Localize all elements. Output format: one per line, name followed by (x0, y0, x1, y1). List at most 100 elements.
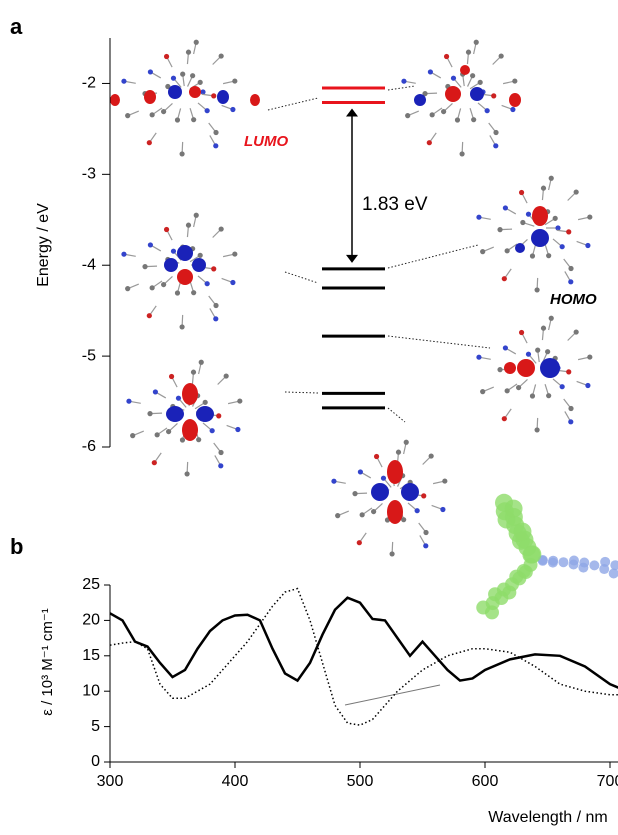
atom (585, 383, 590, 388)
molecule (401, 40, 521, 157)
orbital-lobe (470, 87, 484, 101)
density-blob (569, 560, 579, 570)
orbital-lobe (387, 460, 403, 484)
atom (505, 388, 510, 393)
x-axis-label: Wavelength / nm (488, 809, 607, 826)
y-tick-label: -2 (82, 75, 96, 92)
orbital-lobe (540, 358, 560, 378)
atom (121, 252, 126, 257)
atom (560, 244, 565, 249)
atom (230, 107, 235, 112)
atom (423, 530, 428, 535)
orbital-lobe (192, 258, 206, 272)
density-blob (589, 560, 599, 570)
atom (237, 398, 242, 403)
atom (503, 345, 508, 350)
x-tick-label: 500 (347, 773, 374, 790)
atom (194, 213, 199, 218)
atom (126, 399, 131, 404)
molecule (331, 440, 447, 557)
density-blob (505, 500, 523, 518)
y-axis-label: Energy / eV (35, 203, 52, 287)
atom (164, 54, 169, 59)
atom (510, 107, 515, 112)
atom (568, 279, 573, 284)
molecule (110, 40, 260, 157)
atom (218, 450, 223, 455)
atom (210, 428, 215, 433)
atom (545, 349, 550, 354)
atom (493, 130, 498, 135)
atom (147, 140, 152, 145)
atom (169, 374, 174, 379)
atom (530, 393, 535, 398)
atom (423, 543, 428, 548)
atom (371, 509, 376, 514)
atom (179, 151, 184, 156)
density-blob (513, 523, 531, 541)
lumo-label: LUMO (244, 133, 288, 150)
atom (534, 427, 539, 432)
atom (535, 348, 540, 353)
orbital-lobe (460, 65, 470, 75)
atom (184, 471, 189, 476)
atom (191, 290, 196, 295)
atom (549, 176, 554, 181)
density-blob (488, 587, 502, 601)
orbital-lobe (164, 258, 178, 272)
atom (585, 243, 590, 248)
atom (451, 76, 456, 81)
atom (497, 227, 502, 232)
atom (186, 50, 191, 55)
atom (405, 113, 410, 118)
atom (491, 93, 496, 98)
atom (381, 476, 386, 481)
atom (553, 216, 558, 221)
atom (232, 78, 237, 83)
density-blob (609, 568, 618, 578)
atom (352, 491, 357, 496)
atom (476, 355, 481, 360)
atom (505, 248, 510, 253)
atom (546, 393, 551, 398)
atom (546, 253, 551, 258)
atom (171, 76, 176, 81)
atom (427, 140, 432, 145)
atom (519, 190, 524, 195)
atom (148, 69, 153, 74)
y-tick-label: 25 (82, 576, 100, 593)
atom (153, 389, 158, 394)
orbital-lobe (110, 94, 120, 106)
atom (541, 186, 546, 191)
atom (566, 369, 571, 374)
atom (480, 389, 485, 394)
atom (480, 249, 485, 254)
orbital-lobe (182, 383, 198, 405)
atom (401, 79, 406, 84)
x-tick-label: 600 (472, 773, 499, 790)
orbital-lobe (217, 90, 229, 104)
panel-label: a (10, 14, 23, 39)
gap-label: 1.83 eV (362, 194, 428, 215)
molecule (126, 360, 242, 477)
y-tick-label: 20 (82, 612, 100, 629)
homo-label: HOMO (550, 291, 597, 308)
inset-pointer (345, 685, 440, 705)
atom (150, 285, 155, 290)
orbital-lobe (509, 93, 521, 107)
molecule (121, 213, 237, 330)
atom (560, 384, 565, 389)
atom (198, 80, 203, 85)
density-blob (599, 564, 609, 574)
atom (568, 419, 573, 424)
molecule (476, 176, 592, 293)
atom (566, 229, 571, 234)
atom (191, 117, 196, 122)
y-tick-label: -6 (82, 438, 96, 455)
atom (415, 508, 420, 513)
atom (470, 73, 475, 78)
atom (404, 440, 409, 445)
atom (161, 109, 166, 114)
atom (175, 290, 180, 295)
atom (216, 413, 221, 418)
